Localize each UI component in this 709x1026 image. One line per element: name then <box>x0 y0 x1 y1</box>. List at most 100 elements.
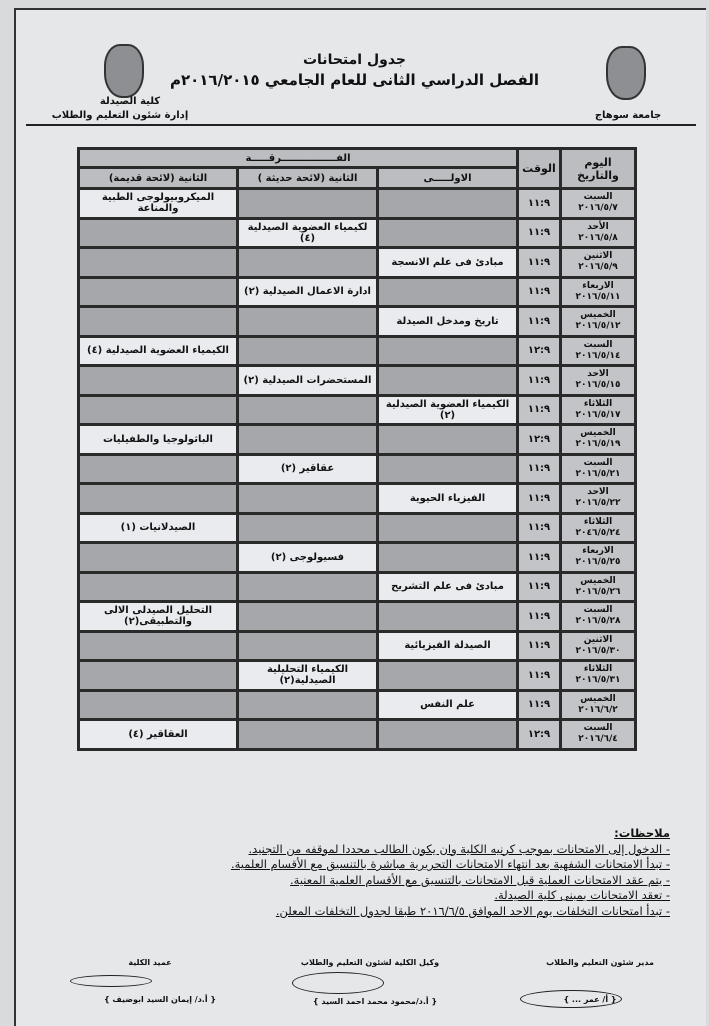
date-cell: الاحد ٢٠١٦/٥/١٥ <box>562 367 634 394</box>
table-row: الاربعاء ٢٠١٦/٥/١١ ١١:٩ ادارة الاعمال الصيد… <box>80 278 634 305</box>
date-value: ٢٠١٦/٥/١٧ <box>575 409 621 420</box>
date-value: ٢٠١٦/٥/١٥ <box>575 380 621 391</box>
table-row: الاثنين ٢٠١٦/٥/٣٠ ١١:٩ الصيدلة الفيزيائية <box>80 632 634 659</box>
time-cell: ١١:٩ <box>519 662 559 689</box>
date-cell: السبت ٢٠١٦/٥/٧ <box>562 190 634 217</box>
exam-cell-old: التحليل الصيدلى الالى والتطبيقى(٢) <box>80 603 236 630</box>
university-name: جامعة سوهاج <box>594 110 662 121</box>
exam-cell-new <box>239 249 376 276</box>
day-name: السبت <box>583 723 613 734</box>
exam-cell-old <box>80 573 236 600</box>
date-cell: الأحد ٢٠١٦/٥/٨ <box>562 219 634 246</box>
exam-cell-old <box>80 485 236 512</box>
exam-cell-first: مبادئ فى علم الانسجة <box>379 249 516 276</box>
university-seal-icon <box>606 46 646 100</box>
time-cell: ١١:٩ <box>519 514 559 541</box>
header-second-new: الثانية (لائحة حديثة ) <box>239 169 376 187</box>
exam-cell-old: الباثولوجيا والطفيليات <box>80 426 236 453</box>
exam-cell-first <box>379 544 516 571</box>
table-row: الخميس ٢٠١٦/٥/٢٦ ١١:٩ مبادئ فى علم التشريح <box>80 573 634 600</box>
director-title: مدير شئون التعليم والطلاب <box>546 958 654 967</box>
exam-cell-new <box>239 514 376 541</box>
header-first-year: الاولـــــى <box>379 169 516 187</box>
date-value: ٢٠١٦/٥/١٤ <box>575 350 621 361</box>
exam-cell-new: فسيولوجى (٢) <box>239 544 376 571</box>
exam-cell-old: العقاقير (٤) <box>80 721 236 748</box>
table-row: الاحد ٢٠١٦/٥/٢٢ ١١:٩ الفيزياء الحيوية <box>80 485 634 512</box>
date-value: ٢٠١٦/٦/٤ <box>578 734 618 745</box>
header-date: اليوم والتاريخ <box>562 150 634 187</box>
day-name: الاحد <box>587 369 609 380</box>
day-name: الخميس <box>580 575 616 586</box>
page-title: جدول امتحانات <box>302 52 406 68</box>
exam-cell-first <box>379 278 516 305</box>
date-value: ٢٠١٦/٥/٨ <box>578 232 618 243</box>
table-row: السبت ٢٠١٦/٦/٤ ١٢:٩ العقاقير (٤) <box>80 721 634 748</box>
table-row: السبت ٢٠١٦/٥/١٤ ١٢:٩ الكيمياء العضوية الصيد… <box>80 337 634 364</box>
date-cell: الاحد ٢٠١٦/٥/٢٢ <box>562 485 634 512</box>
time-cell: ١١:٩ <box>519 308 559 335</box>
department-name: إدارة شئون التعليم والطلاب <box>51 110 189 121</box>
day-name: السبت <box>583 605 613 616</box>
exam-cell-new: المستحضرات الصيدلية (٢) <box>239 367 376 394</box>
exam-cell-old: الكيمياء العضوية الصيدلية (٤) <box>80 337 236 364</box>
exam-cell-old <box>80 632 236 659</box>
day-name: الاثنين <box>583 251 613 262</box>
date-cell: الخميس ٢٠١٦/٥/١٢ <box>562 308 634 335</box>
date-value: ٢٠١٦/٥/٣١ <box>575 675 621 686</box>
day-name: الأحد <box>587 221 609 232</box>
exam-cell-new: عقاقير (٢) <box>239 455 376 482</box>
exam-cell-first: الصيدلة الفيزيائية <box>379 632 516 659</box>
day-name: السبت <box>583 457 613 468</box>
date-cell: الخميس ٢٠١٦/٥/١٩ <box>562 426 634 453</box>
table-row: الاحد ٢٠١٦/٥/١٥ ١١:٩ المستحضرات الصيدلية (٢… <box>80 367 634 394</box>
faculty-name: كلية الصيدلة <box>99 96 161 107</box>
table-row: الخميس ٢٠١٦/٦/٢ ١١:٩ علم النفس <box>80 691 634 718</box>
date-cell: الاثنين ٢٠١٦/٥/٩ <box>562 249 634 276</box>
note-item: - يتم عقد الامتحانات العملية قبل الامتحا… <box>290 872 670 887</box>
dean-signature <box>70 975 152 987</box>
exam-cell-old <box>80 662 236 689</box>
date-cell: السبت ٢٠١٦/٦/٤ <box>562 721 634 748</box>
exam-cell-first <box>379 514 516 541</box>
date-value: ٢٠١٦/٥/٩ <box>578 262 618 273</box>
director-signature <box>520 990 622 1008</box>
table-row: الخميس ٢٠١٦/٥/١٩ ١٢:٩ الباثولوجيا والطفيليا… <box>80 426 634 453</box>
date-value: ٢٠١٦/٥/٧ <box>578 203 618 214</box>
exam-cell-first <box>379 190 516 217</box>
time-cell: ١١:٩ <box>519 573 559 600</box>
exam-cell-old <box>80 308 236 335</box>
exam-cell-new <box>239 426 376 453</box>
exam-cell-new: ادارة الاعمال الصيدلية (٢) <box>239 278 376 305</box>
time-cell: ١١:٩ <box>519 219 559 246</box>
vice-dean-name: { أ.د/محمود محمد احمد السيد } <box>312 997 438 1006</box>
exam-cell-first: علم النفس <box>379 691 516 718</box>
vice-dean-title: وكيل الكلية لشئون التعليم والطلاب <box>300 958 440 967</box>
date-value: ٢٠١٦/٥/٢٦ <box>575 586 621 597</box>
date-value: ٢٠١٦/٥/٢٢ <box>575 498 621 509</box>
time-cell: ١١:٩ <box>519 249 559 276</box>
exam-cell-first <box>379 455 516 482</box>
day-name: الاثنين <box>583 634 613 645</box>
day-name: الخميس <box>580 693 616 704</box>
date-value: ٢٠١٦/٥/١١ <box>575 291 621 302</box>
time-cell: ١١:٩ <box>519 485 559 512</box>
header-year-group: الفــــــــــــــــرقـــــة <box>80 150 516 166</box>
date-cell: السبت ٢٠١٦/٥/١٤ <box>562 337 634 364</box>
date-cell: الاثنين ٢٠١٦/٥/٣٠ <box>562 632 634 659</box>
note-item: - تبدأ الامتحانات الشفهية بعد انتهاء الا… <box>230 857 670 871</box>
day-name: السبت <box>583 339 613 350</box>
exam-cell-first <box>379 337 516 364</box>
date-cell: الاربعاء ٢٠١٦/٥/١١ <box>562 278 634 305</box>
date-value: ٢٠١٦/٦/٢ <box>578 704 618 715</box>
time-cell: ١١:٩ <box>519 544 559 571</box>
time-cell: ١١:٩ <box>519 367 559 394</box>
exam-schedule-table: اليوم والتاريخ الوقت الفــــــــــــــــ… <box>77 147 637 751</box>
day-name: الاربعاء <box>582 546 614 557</box>
date-value: ٢٠١٦/٥/٣٠ <box>575 645 621 656</box>
exam-cell-new <box>239 573 376 600</box>
date-value: ٢٠١٦/٥/١٩ <box>575 439 621 450</box>
exam-cell-new <box>239 691 376 718</box>
exam-cell-old <box>80 396 236 423</box>
note-item: - تعقد الامتحانات بمبنى كلية الصيدلة. <box>494 888 670 902</box>
